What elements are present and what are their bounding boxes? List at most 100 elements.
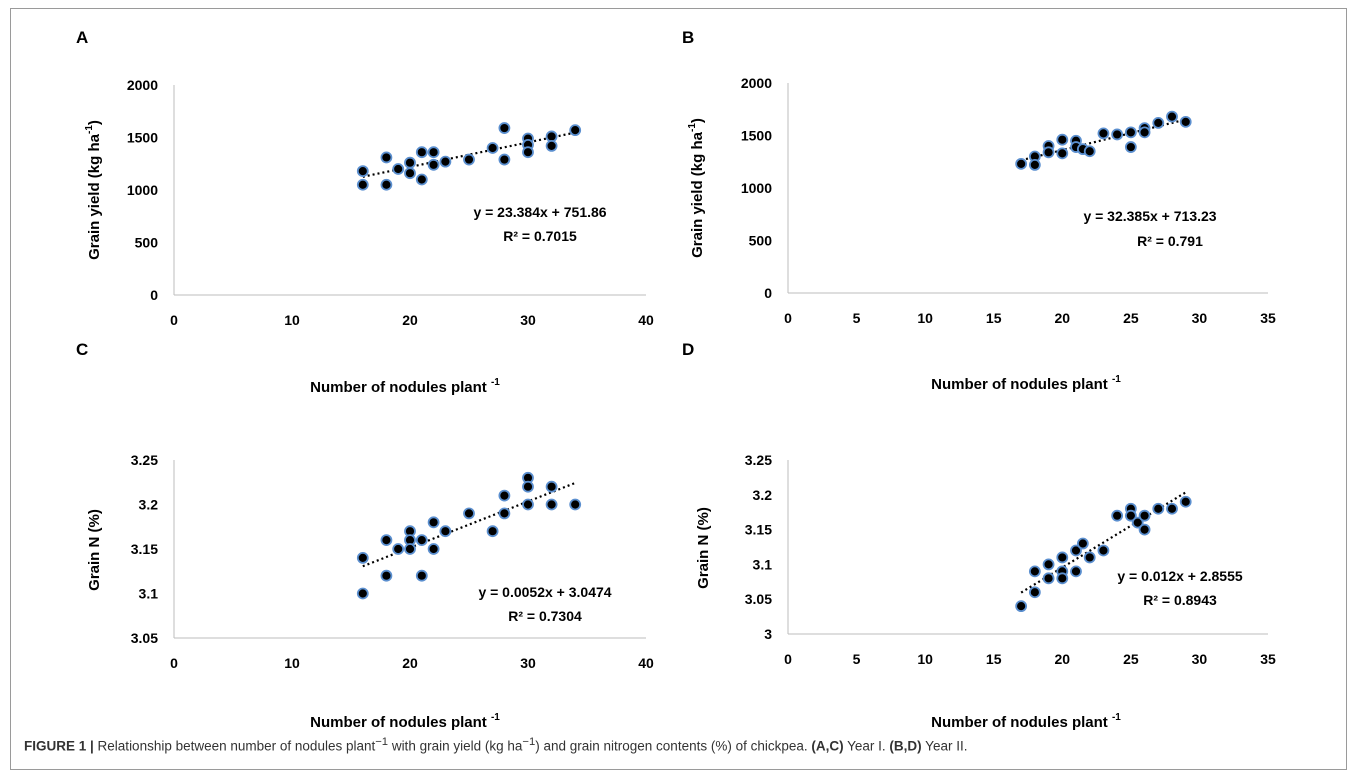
data-point xyxy=(404,543,416,555)
data-point xyxy=(1152,117,1165,129)
r-squared-label: R² = 0.7304 xyxy=(508,608,582,624)
y-axis-title-sup: -1 xyxy=(84,125,95,134)
data-point xyxy=(380,151,393,164)
data-point xyxy=(404,156,416,169)
data-point xyxy=(1124,141,1137,153)
x-tick-label: 0 xyxy=(170,655,178,671)
data-point xyxy=(486,142,499,154)
x-tick-label: 10 xyxy=(917,310,933,326)
y-tick-label: 1500 xyxy=(741,128,772,144)
caption-ac-label: (A,C) xyxy=(811,738,844,754)
x-tick-label: 0 xyxy=(784,310,792,326)
y-axis-title-text: Grain N (%) xyxy=(695,507,712,589)
x-tick-label: 20 xyxy=(402,312,418,328)
data-point xyxy=(1124,126,1137,139)
y-axis-title-end: ) xyxy=(86,120,103,125)
x-axis-title: Number of nodules plant -1 xyxy=(310,712,500,731)
data-point xyxy=(1152,502,1165,515)
panel-letter-c: C xyxy=(76,340,88,359)
x-tick-label: 20 xyxy=(1054,310,1070,326)
y-tick-label: 1500 xyxy=(127,130,158,146)
y-axis-title: Grain N (%) xyxy=(86,509,103,591)
data-point xyxy=(1042,146,1055,159)
trendline xyxy=(362,481,576,568)
data-point xyxy=(1138,126,1151,139)
data-point xyxy=(427,516,440,529)
caption-text-2: with grain yield (kg ha xyxy=(388,738,523,754)
y-tick-label: 2000 xyxy=(127,77,158,93)
data-point xyxy=(1166,502,1178,515)
data-point xyxy=(498,507,511,520)
data-point xyxy=(392,163,405,175)
data-point xyxy=(1070,544,1082,557)
data-point xyxy=(1070,565,1082,578)
y-tick-label: 3.2 xyxy=(139,497,159,513)
data-point xyxy=(1056,147,1069,160)
data-point xyxy=(415,173,428,186)
data-point xyxy=(1056,572,1069,585)
x-axis-title-text: Number of nodules plant xyxy=(931,714,1112,731)
x-tick-label: 20 xyxy=(1054,651,1070,667)
y-tick-label: 3 xyxy=(764,626,772,642)
x-axis-title-sup: -1 xyxy=(491,377,500,388)
y-axis-title-sup: -1 xyxy=(687,123,698,132)
y-axis-title-text: Grain yield (kg ha xyxy=(86,133,103,260)
data-point xyxy=(1042,558,1055,571)
x-tick-label: 10 xyxy=(284,312,300,328)
data-point xyxy=(1042,572,1055,585)
data-point xyxy=(545,498,558,511)
data-point xyxy=(1015,600,1028,613)
y-tick-label: 3.1 xyxy=(753,556,773,572)
data-point xyxy=(486,525,499,538)
x-axis-title-sup: -1 xyxy=(491,712,500,723)
data-point xyxy=(1056,133,1069,146)
caption-ac-text: Year I. xyxy=(843,738,890,754)
data-point xyxy=(427,543,440,555)
data-point xyxy=(356,178,369,191)
data-point xyxy=(415,534,428,546)
y-tick-label: 500 xyxy=(135,235,159,251)
x-tick-label: 10 xyxy=(917,651,933,667)
data-point xyxy=(545,130,558,143)
x-tick-label: 25 xyxy=(1123,310,1139,326)
r-squared-label: R² = 0.7015 xyxy=(503,228,577,244)
data-point xyxy=(545,480,558,493)
data-point xyxy=(1097,127,1110,140)
data-point xyxy=(1097,544,1110,557)
data-point xyxy=(1138,523,1151,536)
data-point xyxy=(569,124,582,137)
x-axis-title-text: Number of nodules plant xyxy=(310,379,491,396)
data-point xyxy=(1076,537,1089,550)
x-tick-label: 15 xyxy=(986,651,1002,667)
x-axis-title-text: Number of nodules plant xyxy=(310,714,491,731)
x-tick-label: 35 xyxy=(1260,651,1276,667)
data-point xyxy=(356,587,369,600)
data-point xyxy=(498,489,511,502)
r-squared-label: R² = 0.791 xyxy=(1137,233,1203,249)
regression-equation: y = 0.0052x + 3.0474 xyxy=(478,584,611,600)
caption-sup-1: −1 xyxy=(375,736,389,748)
y-axis-title: Grain yield (kg ha-1) xyxy=(84,120,103,260)
y-tick-label: 1000 xyxy=(741,180,772,196)
x-tick-label: 10 xyxy=(284,655,300,671)
data-point xyxy=(1124,509,1137,522)
data-point xyxy=(1179,495,1192,508)
data-point xyxy=(380,534,393,546)
y-tick-label: 3.05 xyxy=(131,630,158,646)
data-point xyxy=(1015,157,1028,170)
data-point xyxy=(569,498,582,511)
x-axis-title-sup: -1 xyxy=(1112,712,1121,723)
data-point xyxy=(392,543,405,555)
y-axis-title-text: Grain yield (kg ha xyxy=(689,131,706,258)
data-point xyxy=(1056,551,1069,564)
x-tick-label: 30 xyxy=(1192,651,1208,667)
x-axis-title-text: Number of nodules plant xyxy=(931,376,1112,393)
x-tick-label: 25 xyxy=(1123,651,1139,667)
r-squared-label: R² = 0.8943 xyxy=(1143,592,1217,608)
chart-panel-b: B 0 500 1000 1500 2000 0 5 10 15 20 25 30 35 Number of… xyxy=(682,28,1276,393)
y-tick-label: 3.1 xyxy=(139,586,159,602)
data-point xyxy=(439,525,452,538)
data-point xyxy=(380,569,393,582)
data-point xyxy=(498,122,511,134)
data-point xyxy=(522,498,534,511)
